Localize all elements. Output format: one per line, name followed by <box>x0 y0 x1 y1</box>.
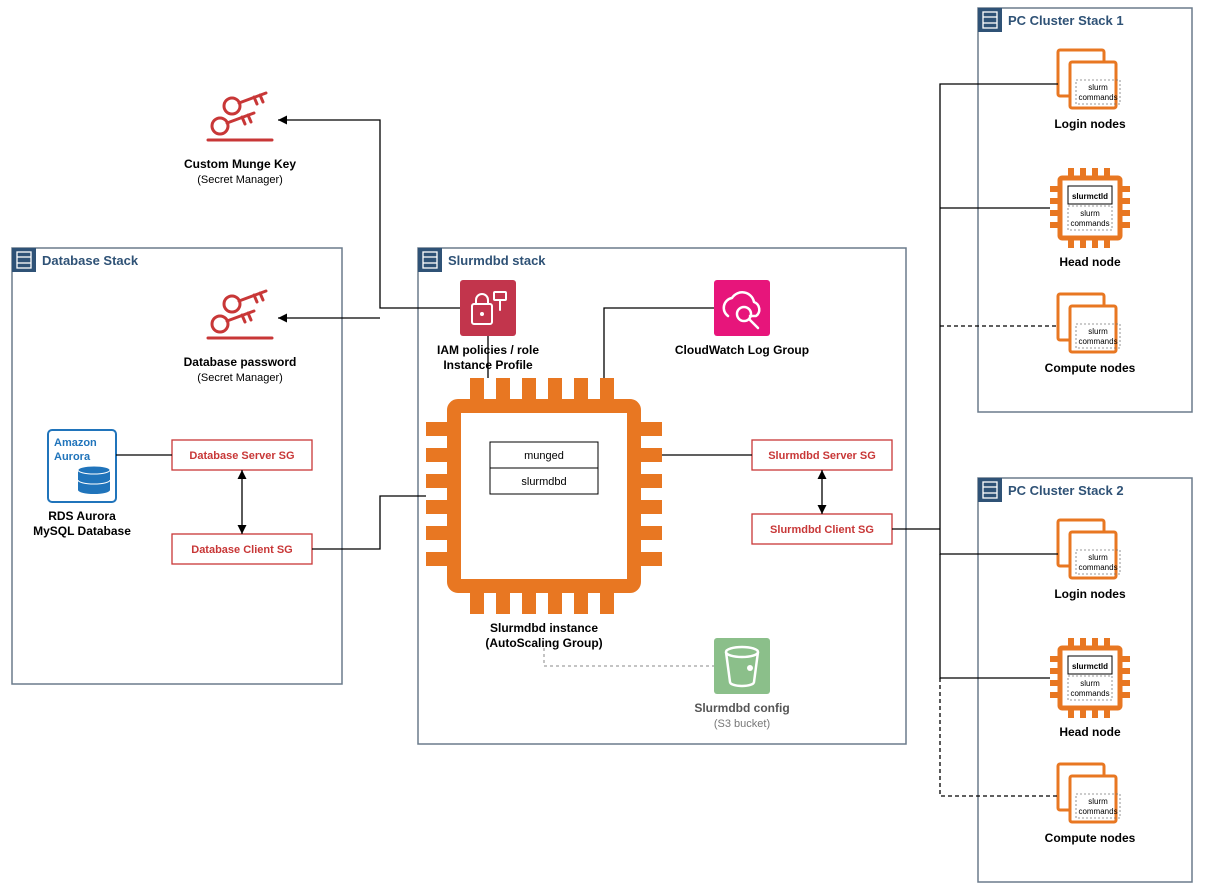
pc1-compute-nodes <box>1058 294 1120 352</box>
svg-text:slurmctld: slurmctld <box>1072 662 1108 671</box>
pc2-head-label: Head node <box>1059 725 1121 739</box>
rds-label-2: MySQL Database <box>33 524 131 538</box>
svg-text:slurmctld: slurmctld <box>1072 192 1108 201</box>
cloudwatch-icon <box>714 280 770 336</box>
pc2-login-label: Login nodes <box>1054 587 1126 601</box>
svg-text:PC Cluster Stack 2: PC Cluster Stack 2 <box>1008 483 1124 498</box>
s3-label-2: (S3 bucket) <box>714 718 770 730</box>
db-password-sublabel: (Secret Manager) <box>197 372 283 384</box>
db-password-label: Database password <box>184 355 297 369</box>
munge-key-label: Custom Munge Key <box>184 157 296 171</box>
pc2-compute-label: Compute nodes <box>1045 831 1136 845</box>
rds-label-1: RDS Aurora <box>48 509 116 523</box>
pc1-head-label: Head node <box>1059 255 1121 269</box>
rds-aurora-icon <box>48 430 116 502</box>
svg-text:Slurmdbd stack: Slurmdbd stack <box>448 253 546 268</box>
pc1-login-nodes <box>1058 50 1120 108</box>
svg-text:PC Cluster Stack 1: PC Cluster Stack 1 <box>1008 13 1124 28</box>
iam-icon <box>460 280 516 336</box>
pc2-login-nodes <box>1058 520 1120 578</box>
pc1-head-node: slurmctld <box>1050 168 1130 248</box>
s3-icon <box>714 638 770 694</box>
cloudwatch-label: CloudWatch Log Group <box>675 343 809 357</box>
pc1-login-label: Login nodes <box>1054 117 1126 131</box>
pc2-head-node: slurmctld <box>1050 638 1130 718</box>
svg-text:munged: munged <box>524 450 564 462</box>
svg-text:slurmdbd: slurmdbd <box>521 476 566 488</box>
slurmdbd-instance-icon: munged slurmdbd <box>426 378 662 614</box>
instance-label-1: Slurmdbd instance <box>490 621 598 635</box>
svg-text:Database Server SG: Database Server SG <box>189 450 294 462</box>
db-password-icon <box>208 291 272 338</box>
database-server-sg: Database Server SG <box>172 440 312 470</box>
pc1-compute-label: Compute nodes <box>1045 361 1136 375</box>
architecture-diagram: Amazon Aurora <box>0 0 1208 889</box>
svg-text:Slurmdbd Client SG: Slurmdbd Client SG <box>770 524 874 536</box>
database-client-sg: Database Client SG <box>172 534 312 564</box>
pc2-compute-nodes <box>1058 764 1120 822</box>
svg-text:Slurmdbd Server SG: Slurmdbd Server SG <box>768 450 876 462</box>
slurmdbd-client-sg: Slurmdbd Client SG <box>752 514 892 544</box>
s3-label-1: Slurmdbd config <box>694 701 789 715</box>
slurmdbd-server-sg: Slurmdbd Server SG <box>752 440 892 470</box>
munge-key-sublabel: (Secret Manager) <box>197 174 283 186</box>
svg-text:Database Stack: Database Stack <box>42 253 139 268</box>
instance-label-2: (AutoScaling Group) <box>485 636 602 650</box>
munge-key-icon <box>208 93 272 140</box>
svg-text:Database Client SG: Database Client SG <box>191 544 292 556</box>
